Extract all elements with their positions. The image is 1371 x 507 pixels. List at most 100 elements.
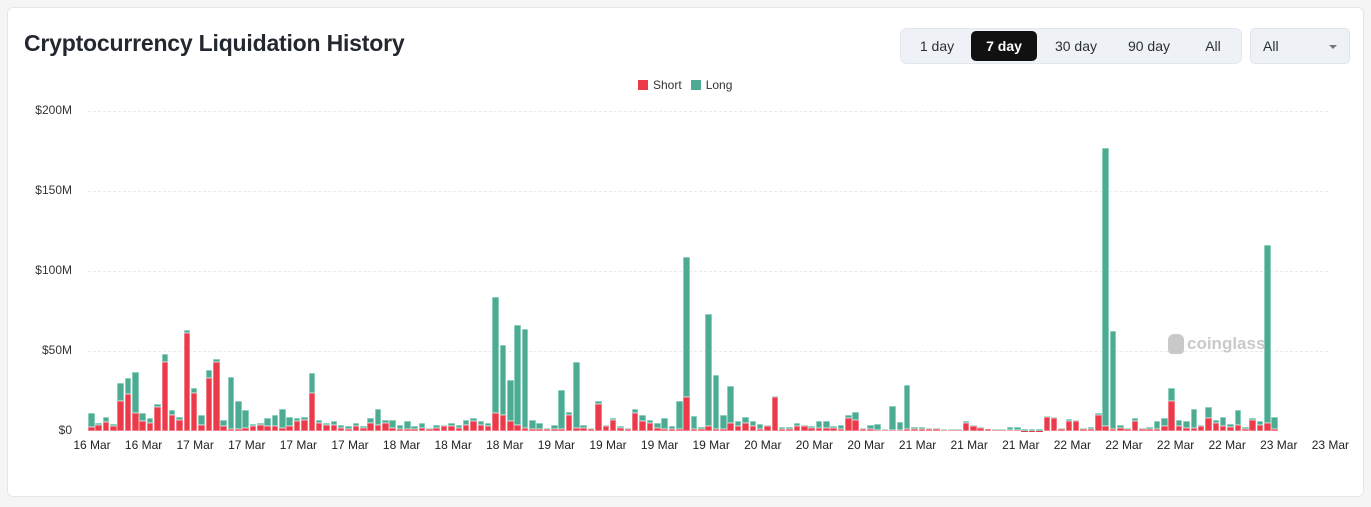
liquidation-bar[interactable] <box>367 418 374 431</box>
liquidation-bar[interactable] <box>506 379 514 431</box>
liquidation-bar[interactable] <box>609 418 617 431</box>
liquidation-bar[interactable] <box>88 412 95 431</box>
liquidation-bar[interactable] <box>382 419 389 431</box>
liquidation-bar[interactable] <box>749 421 757 431</box>
liquidation-bar[interactable] <box>1175 419 1183 431</box>
liquidation-bar[interactable] <box>411 426 418 431</box>
liquidation-bar[interactable] <box>1212 419 1220 431</box>
liquidation-bar[interactable] <box>1205 407 1212 431</box>
liquidation-bar[interactable] <box>690 415 698 431</box>
liquidation-bar[interactable] <box>837 424 845 431</box>
page-scrollbar[interactable] <box>1364 0 1371 507</box>
liquidation-bar[interactable] <box>896 422 904 431</box>
liquidation-bar[interactable] <box>536 423 543 431</box>
liquidation-bar[interactable] <box>1050 416 1058 431</box>
liquidation-bar[interactable] <box>867 424 874 431</box>
liquidation-bar[interactable] <box>565 411 573 431</box>
liquidation-bar[interactable] <box>1131 418 1139 431</box>
liquidation-bar[interactable] <box>668 426 676 431</box>
liquidation-bar[interactable] <box>580 424 588 431</box>
liquidation-bar[interactable] <box>279 408 286 431</box>
liquidation-bar[interactable] <box>683 256 690 431</box>
liquidation-bar[interactable] <box>249 423 257 431</box>
tab-all[interactable]: All <box>1205 38 1221 54</box>
liquidation-bar[interactable] <box>242 410 249 431</box>
liquidation-bar[interactable] <box>227 376 235 431</box>
liquidation-bar[interactable] <box>374 408 382 431</box>
liquidation-bar[interactable] <box>734 421 742 431</box>
liquidation-bar[interactable] <box>653 423 661 431</box>
liquidation-bar[interactable] <box>315 419 323 431</box>
liquidation-bar[interactable] <box>918 427 926 431</box>
liquidation-bar[interactable] <box>881 428 889 431</box>
liquidation-bar[interactable] <box>396 424 404 431</box>
liquidation-bar[interactable] <box>521 328 529 431</box>
liquidation-bar[interactable] <box>1139 427 1146 431</box>
liquidation-bar[interactable] <box>323 423 330 431</box>
liquidation-bar[interactable] <box>462 419 470 431</box>
liquidation-bar[interactable] <box>198 415 205 431</box>
liquidation-bar[interactable] <box>146 418 154 431</box>
liquidation-bar[interactable] <box>1249 418 1256 431</box>
liquidation-bar[interactable] <box>404 421 411 431</box>
liquidation-bar[interactable] <box>911 427 918 431</box>
liquidation-bar[interactable] <box>543 427 551 431</box>
liquidation-bar[interactable] <box>330 421 338 431</box>
liquidation-bar[interactable] <box>286 416 294 431</box>
liquidation-bar[interactable] <box>947 429 955 431</box>
liquidation-bar[interactable] <box>800 424 808 431</box>
liquidation-bar[interactable] <box>639 415 646 431</box>
liquidation-bar[interactable] <box>624 427 632 431</box>
liquidation-bar[interactable] <box>1168 387 1176 431</box>
liquidation-bar[interactable] <box>440 424 448 431</box>
liquidation-bar[interactable] <box>1241 427 1249 431</box>
liquidation-bar[interactable] <box>1219 416 1227 431</box>
liquidation-bar[interactable] <box>1227 423 1234 431</box>
liquidation-bar[interactable] <box>1072 419 1080 431</box>
liquidation-bar[interactable] <box>874 423 882 431</box>
liquidation-bar[interactable] <box>132 371 139 431</box>
liquidation-bar[interactable] <box>756 423 764 431</box>
liquidation-bar[interactable] <box>190 387 198 431</box>
liquidation-bar[interactable] <box>1094 413 1102 431</box>
liquidation-bar[interactable] <box>124 378 132 431</box>
liquidation-bar[interactable] <box>95 423 102 431</box>
liquidation-bar[interactable] <box>271 415 279 431</box>
liquidation-bar[interactable] <box>220 419 227 431</box>
liquidation-bar[interactable] <box>154 403 161 431</box>
liquidation-bar[interactable] <box>830 426 837 431</box>
liquidation-bar[interactable] <box>1065 419 1073 431</box>
liquidation-bar[interactable] <box>301 416 308 431</box>
liquidation-bar[interactable] <box>1058 427 1065 431</box>
liquidation-bar[interactable] <box>999 428 1006 431</box>
liquidation-bar[interactable] <box>1256 420 1264 431</box>
liquidation-bar[interactable] <box>551 424 558 431</box>
liquidation-bar[interactable] <box>646 419 654 431</box>
liquidation-bar[interactable] <box>940 429 948 431</box>
liquidation-bar[interactable] <box>771 395 779 431</box>
liquidation-bar[interactable] <box>117 383 124 431</box>
liquidation-bar[interactable] <box>742 416 749 431</box>
liquidation-bar[interactable] <box>433 424 441 431</box>
liquidation-bar[interactable] <box>925 427 933 431</box>
liquidation-bar[interactable] <box>426 427 433 431</box>
liquidation-bar[interactable] <box>889 406 896 431</box>
liquidation-bar[interactable] <box>1146 427 1153 431</box>
liquidation-bar[interactable] <box>1264 245 1271 431</box>
liquidation-bar[interactable] <box>264 418 271 431</box>
coin-select[interactable]: All <box>1250 28 1350 64</box>
liquidation-bar[interactable] <box>1234 410 1242 431</box>
liquidation-bar[interactable] <box>235 401 242 431</box>
liquidation-bar[interactable] <box>977 427 984 431</box>
liquidation-bar[interactable] <box>631 408 639 431</box>
liquidation-bar[interactable] <box>345 426 352 431</box>
tab-90-day[interactable]: 90 day <box>1127 38 1171 54</box>
liquidation-bar[interactable] <box>815 421 823 431</box>
liquidation-bar[interactable] <box>573 362 580 431</box>
liquidation-bar[interactable] <box>712 375 720 431</box>
liquidation-bar[interactable] <box>1080 427 1087 431</box>
liquidation-bar[interactable] <box>212 359 220 431</box>
liquidation-bar[interactable] <box>1117 424 1124 431</box>
liquidation-bar[interactable] <box>676 400 683 431</box>
legend-item-long[interactable]: Long <box>690 78 732 92</box>
